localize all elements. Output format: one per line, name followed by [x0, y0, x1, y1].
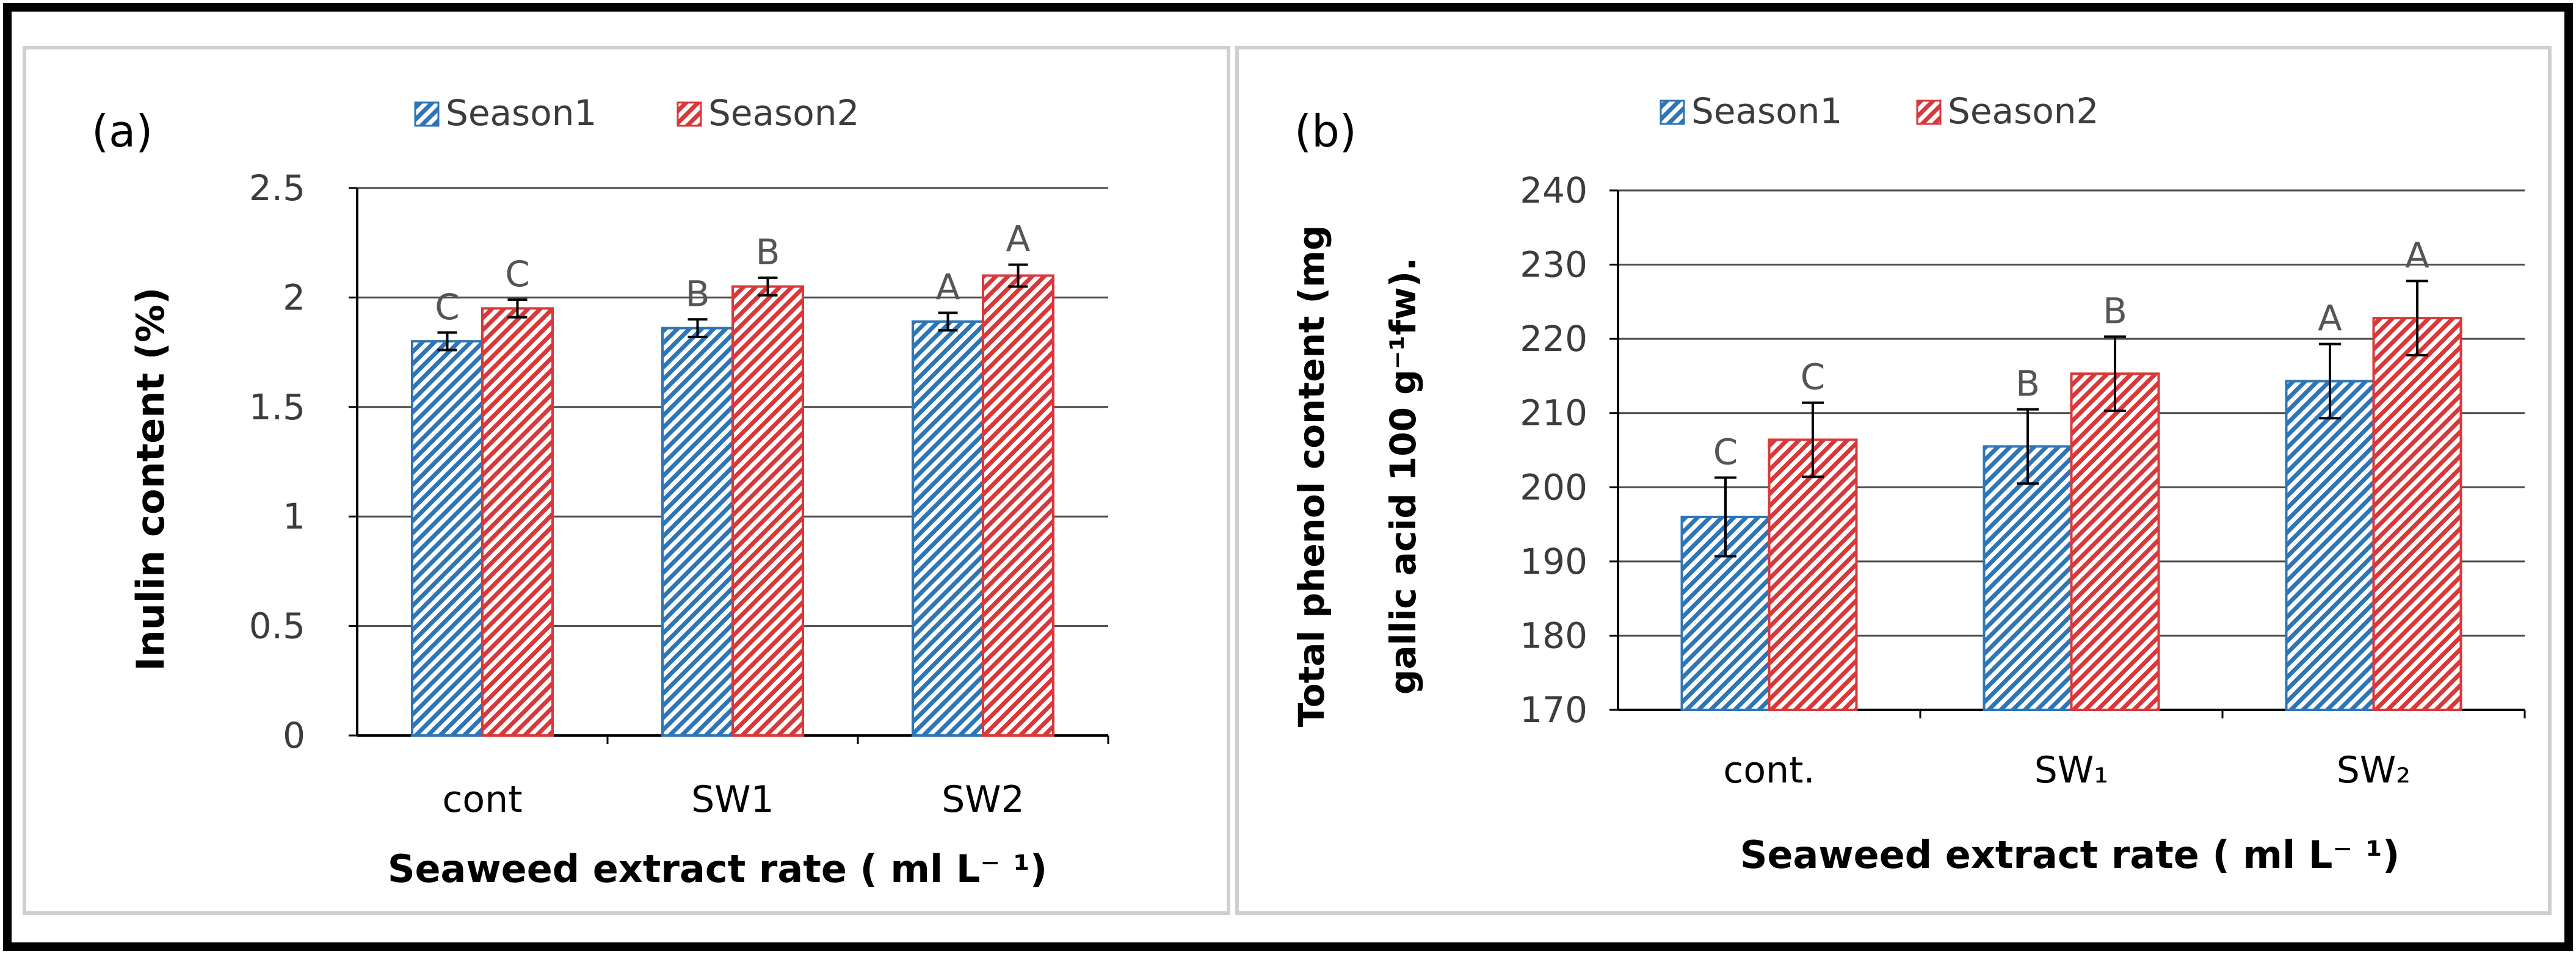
bar-a-season2-2 — [982, 274, 1054, 737]
xtick-label-b: SW₁ — [2034, 749, 2108, 792]
ytick-label-a: 2.5 — [249, 167, 305, 209]
significance-letter-b: B — [2103, 290, 2127, 331]
bar-b-season1-1 — [1983, 445, 2073, 712]
xtick-label-b: cont. — [1723, 749, 1815, 792]
panel-b-label: (b) — [1294, 106, 1357, 157]
legend-b-season1: Season1 — [1691, 90, 1842, 132]
ytick-label-a: 2 — [283, 276, 305, 318]
significance-letter-b: A — [2405, 234, 2429, 276]
bar-a-season2-1 — [731, 285, 804, 737]
yticks-a: 0 0.5 1 1.5 2 2.5 — [249, 167, 357, 756]
legend-b-season2: Season2 — [1948, 90, 2099, 132]
legend-a-swatch-season1 — [414, 101, 440, 127]
significance-letter-b: C — [1713, 431, 1738, 472]
ytick-label-b: 230 — [1520, 244, 1587, 286]
ytick-label-b: 220 — [1520, 318, 1587, 360]
panel-b-border — [1235, 46, 2552, 915]
legend-a: Season1 Season2 — [414, 92, 859, 134]
y-axis-title-b-line1: Total phenol content (mg — [1291, 225, 1332, 727]
legend-a-swatch-season2 — [677, 101, 702, 127]
bar-b-season2-1 — [2070, 372, 2160, 711]
xtick-label-a: cont — [442, 778, 522, 821]
xticks-a: cont SW1 SW2 — [442, 735, 1109, 821]
bar-b-season1-2 — [2285, 380, 2375, 711]
legend-b-swatch-season2 — [1916, 99, 1942, 125]
ytick-label-b: 190 — [1520, 541, 1587, 582]
bar-a-season1-1 — [661, 327, 734, 737]
significance-letter-a: A — [936, 267, 960, 308]
bar-b-season2-2 — [2372, 317, 2462, 711]
ytick-label-b: 170 — [1520, 689, 1587, 731]
bars-a: C C B B A A — [411, 219, 1054, 737]
ytick-label-b: 210 — [1520, 392, 1587, 434]
ytick-label-a: 0.5 — [249, 605, 305, 647]
significance-letter-a: C — [435, 286, 460, 328]
xtick-label-a: SW2 — [942, 778, 1025, 821]
bar-a-season2-0 — [481, 307, 554, 737]
ytick-label-a: 1 — [283, 496, 305, 537]
significance-letter-a: C — [505, 253, 530, 295]
x-axis-title-a: Seaweed extract rate ( ml L⁻ ¹) — [388, 847, 1047, 891]
panel-a: (a) Season1 Season2 00.511.522.5 CC BBAA … — [92, 92, 1109, 891]
ytick-label-b: 240 — [1520, 170, 1587, 211]
yticks-b: 170 180 190 200 210 220 230 240 — [1520, 170, 1618, 731]
significance-letter-a: A — [1006, 219, 1031, 260]
panel-a-label: (a) — [92, 106, 153, 157]
legend-b-swatch-season1 — [1660, 99, 1685, 125]
legend-a-season1: Season1 — [446, 92, 597, 134]
ytick-label-b: 200 — [1520, 466, 1587, 508]
legend-b: Season1 Season2 — [1660, 90, 2099, 132]
panel-a-border — [23, 46, 1230, 915]
bar-a-season1-0 — [411, 340, 484, 737]
y-axis-title-b-line2: gallic acid 100 g⁻¹fw). — [1382, 258, 1424, 695]
significance-letter-b: A — [2318, 298, 2342, 339]
xtick-label-b: SW₂ — [2337, 749, 2411, 792]
significance-letter-b: B — [2015, 363, 2040, 405]
ytick-label-a: 0 — [283, 715, 305, 756]
significance-letter-a: B — [686, 273, 710, 314]
bars-b: C C B B A A — [1680, 234, 2462, 712]
significance-letter-a: B — [756, 231, 780, 273]
ytick-label-a: 1.5 — [249, 386, 305, 428]
xtick-label-a: SW1 — [691, 778, 774, 821]
xticks-b: cont. SW₁ SW₂ — [1723, 710, 2526, 792]
ytick-label-b: 180 — [1520, 615, 1587, 656]
outer-frame — [3, 3, 2573, 951]
y-axis-title-a: Inulin content (%) — [128, 287, 173, 671]
x-axis-title-b: Seaweed extract rate ( ml L⁻ ¹) — [1740, 833, 2400, 877]
significance-letter-b: C — [1801, 356, 1826, 398]
bar-b-season2-0 — [1768, 438, 1858, 711]
panel-b: (b) Season1 Season2 170 180 190 200 210 220 23… — [1291, 90, 2526, 877]
bar-a-season1-2 — [912, 320, 984, 737]
legend-a-season2: Season2 — [708, 92, 859, 134]
